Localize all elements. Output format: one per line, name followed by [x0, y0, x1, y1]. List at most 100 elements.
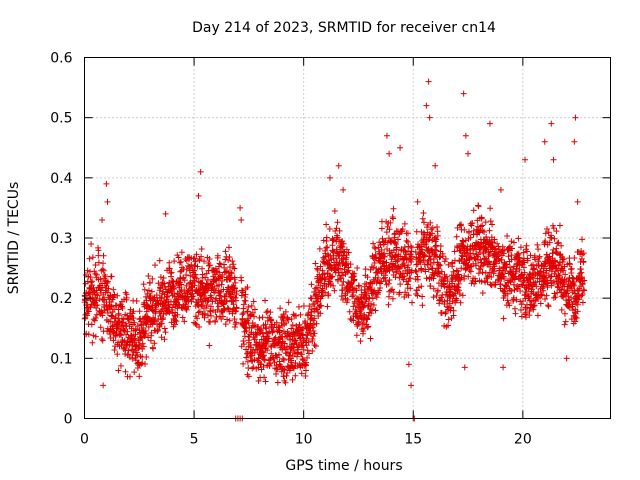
data-point — [187, 272, 194, 279]
data-point — [574, 198, 581, 205]
data-point — [117, 362, 124, 369]
data-point — [390, 215, 397, 222]
data-point — [465, 150, 472, 157]
data-point — [371, 259, 378, 266]
data-point — [338, 269, 345, 276]
data-point — [568, 265, 575, 272]
data-point — [461, 364, 468, 371]
data-point — [312, 260, 319, 267]
data-point — [455, 287, 462, 294]
data-point — [568, 294, 575, 301]
data-point — [240, 337, 247, 344]
data-point — [372, 251, 379, 258]
data-point — [430, 275, 437, 282]
data-point — [375, 287, 382, 294]
data-point — [101, 307, 108, 314]
data-point — [572, 114, 579, 121]
data-point — [131, 319, 138, 326]
data-point — [414, 292, 421, 299]
data-point — [563, 355, 570, 362]
data-point — [268, 317, 275, 324]
data-point — [534, 312, 541, 319]
data-point — [290, 311, 297, 318]
data-point — [270, 355, 277, 362]
data-point — [352, 309, 359, 316]
data-point — [397, 144, 404, 151]
data-point — [555, 239, 562, 246]
data-point — [522, 156, 529, 163]
data-point — [179, 314, 186, 321]
data-point — [498, 256, 505, 263]
data-point — [407, 285, 414, 292]
data-point — [439, 253, 446, 260]
data-point — [255, 364, 262, 371]
data-point — [557, 251, 564, 258]
data-point — [491, 236, 498, 243]
data-point — [499, 243, 506, 250]
data-point — [438, 268, 445, 275]
data-point — [91, 317, 98, 324]
data-point — [343, 284, 350, 291]
data-point — [117, 331, 124, 338]
data-point — [242, 298, 249, 305]
data-point — [464, 249, 471, 256]
data-point — [264, 308, 271, 315]
data-point — [92, 333, 99, 340]
data-point — [415, 284, 422, 291]
data-point — [479, 222, 486, 229]
data-point — [205, 285, 212, 292]
data-point — [545, 302, 552, 309]
data-point — [328, 274, 335, 281]
data-point — [389, 295, 396, 302]
data-point — [128, 332, 135, 339]
data-point — [365, 323, 372, 330]
data-point — [261, 374, 268, 381]
data-point — [382, 272, 389, 279]
data-point — [361, 311, 368, 318]
data-point — [560, 279, 567, 286]
x-axis-label: GPS time / hours — [285, 458, 402, 474]
data-point — [110, 294, 117, 301]
data-point — [481, 228, 488, 235]
data-point — [276, 327, 283, 334]
data-point — [280, 367, 287, 374]
data-point — [488, 243, 495, 250]
data-point — [145, 287, 152, 294]
data-point — [171, 258, 178, 265]
data-point — [260, 352, 267, 359]
data-point — [181, 286, 188, 293]
data-point — [571, 254, 578, 261]
data-point — [579, 291, 586, 298]
data-point — [488, 274, 495, 281]
data-point — [414, 287, 421, 294]
data-point — [227, 269, 234, 276]
data-point — [87, 304, 94, 311]
data-point — [392, 274, 399, 281]
data-point — [560, 267, 567, 274]
grid-layer — [84, 57, 611, 419]
data-point — [524, 248, 531, 255]
data-point — [350, 292, 357, 299]
data-point — [521, 269, 528, 276]
data-point — [455, 280, 462, 287]
data-point — [400, 260, 407, 267]
data-point — [307, 294, 314, 301]
data-point — [542, 238, 549, 245]
data-point — [423, 102, 430, 109]
data-point — [405, 361, 412, 368]
data-point — [208, 294, 215, 301]
data-point — [322, 250, 329, 257]
data-point — [176, 259, 183, 266]
data-point — [507, 279, 514, 286]
data-point — [403, 237, 410, 244]
data-point — [517, 288, 524, 295]
data-point — [192, 320, 199, 327]
data-point — [350, 303, 357, 310]
data-point — [308, 281, 315, 288]
data-point — [321, 289, 328, 296]
data-point — [160, 311, 167, 318]
data-point — [161, 325, 168, 332]
data-point — [323, 244, 330, 251]
data-point — [479, 227, 486, 234]
data-point — [469, 220, 476, 227]
